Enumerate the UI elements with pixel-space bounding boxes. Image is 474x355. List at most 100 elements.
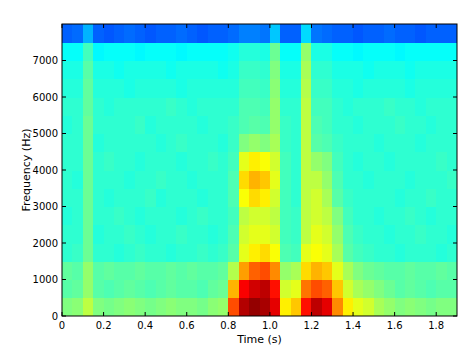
- cell: [208, 61, 219, 80]
- cell: [280, 24, 291, 43]
- cell: [311, 152, 322, 171]
- cell: [436, 207, 447, 226]
- cell: [353, 79, 364, 98]
- cell: [197, 134, 208, 153]
- cell: [187, 115, 198, 134]
- cell: [218, 243, 229, 262]
- cell: [124, 207, 135, 226]
- cell: [415, 115, 426, 134]
- cell: [436, 61, 447, 80]
- cell: [249, 61, 260, 80]
- cell: [436, 42, 447, 61]
- cell: [343, 207, 354, 226]
- cell: [311, 42, 322, 61]
- cell: [166, 298, 177, 316]
- cell: [166, 115, 177, 134]
- cell: [436, 152, 447, 171]
- y-tick: [453, 170, 457, 171]
- x-tick-label: 1.0: [262, 320, 278, 331]
- cell: [208, 24, 219, 43]
- cell: [114, 170, 125, 189]
- cell: [249, 97, 260, 116]
- cell: [187, 207, 198, 226]
- cell: [72, 134, 83, 153]
- cell: [93, 225, 104, 244]
- cell: [145, 115, 156, 134]
- cell: [405, 134, 416, 153]
- cell: [374, 42, 385, 61]
- cell: [301, 188, 312, 207]
- cell: [384, 61, 395, 80]
- cell: [311, 298, 322, 316]
- cell: [270, 243, 281, 262]
- cell: [62, 170, 73, 189]
- cell: [343, 61, 354, 80]
- cell: [104, 188, 115, 207]
- cell: [322, 298, 333, 316]
- cell: [239, 170, 250, 189]
- cell: [104, 207, 115, 226]
- cell: [114, 207, 125, 226]
- cell: [72, 61, 83, 80]
- cell: [280, 225, 291, 244]
- cell: [104, 24, 115, 43]
- cell: [405, 207, 416, 226]
- cell: [384, 97, 395, 116]
- cell: [83, 280, 94, 299]
- cell: [176, 188, 187, 207]
- cell: [447, 152, 457, 171]
- cell: [291, 261, 302, 280]
- cell: [270, 207, 281, 226]
- cell: [249, 298, 260, 316]
- cell: [239, 134, 250, 153]
- cell: [384, 152, 395, 171]
- cell: [124, 225, 135, 244]
- cell: [353, 207, 364, 226]
- cell: [301, 261, 312, 280]
- cell: [280, 97, 291, 116]
- cell: [135, 42, 146, 61]
- cell: [156, 280, 167, 299]
- cell: [426, 225, 437, 244]
- cell: [166, 225, 177, 244]
- cell: [114, 97, 125, 116]
- cell: [166, 79, 177, 98]
- cell: [135, 280, 146, 299]
- cell: [218, 115, 229, 134]
- cell: [83, 152, 94, 171]
- cell: [374, 280, 385, 299]
- cell: [62, 61, 73, 80]
- cell: [291, 61, 302, 80]
- cell: [426, 152, 437, 171]
- cell: [332, 207, 343, 226]
- cell: [291, 280, 302, 299]
- cell: [176, 170, 187, 189]
- y-tick: [453, 97, 457, 98]
- cell: [426, 261, 437, 280]
- cell: [218, 170, 229, 189]
- cell: [156, 207, 167, 226]
- cell: [374, 79, 385, 98]
- cell: [260, 243, 271, 262]
- cell: [322, 170, 333, 189]
- cell: [83, 24, 94, 43]
- cell: [156, 243, 167, 262]
- cell: [363, 97, 374, 116]
- cell: [280, 134, 291, 153]
- cell: [145, 280, 156, 299]
- cell: [322, 24, 333, 43]
- cell: [332, 152, 343, 171]
- cell: [62, 115, 73, 134]
- cell: [426, 188, 437, 207]
- cell: [62, 97, 73, 116]
- cell: [197, 115, 208, 134]
- cell: [156, 188, 167, 207]
- cell: [114, 79, 125, 98]
- cell: [280, 280, 291, 299]
- cell: [270, 280, 281, 299]
- cell: [447, 207, 457, 226]
- cell: [176, 298, 187, 316]
- x-tick-label: 1.2: [304, 320, 320, 331]
- cell: [176, 134, 187, 153]
- cell: [62, 207, 73, 226]
